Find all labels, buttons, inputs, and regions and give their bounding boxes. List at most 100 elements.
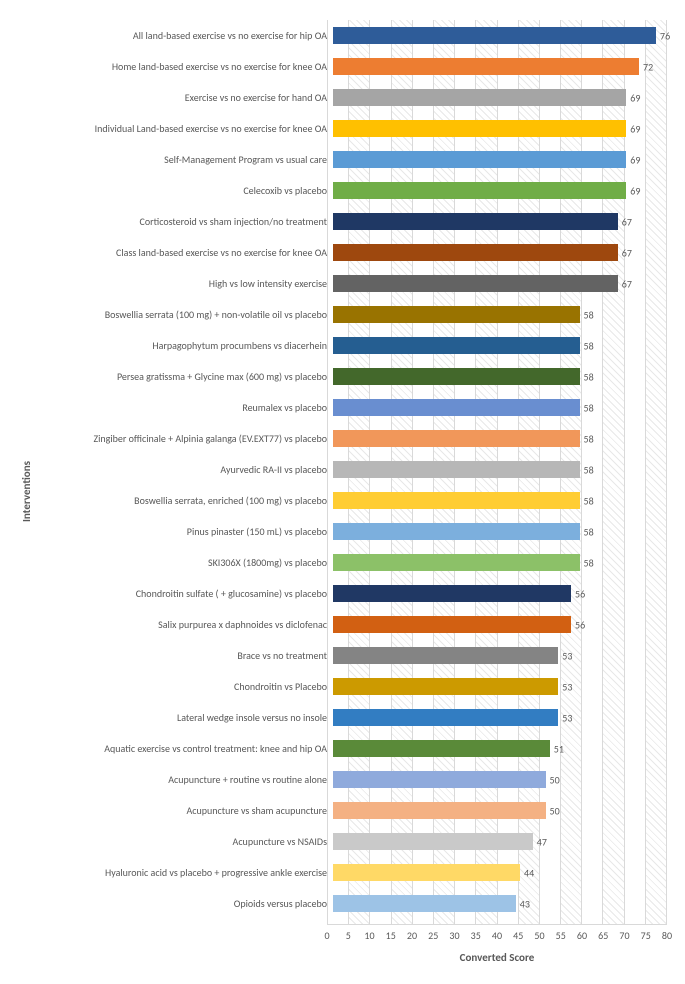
bar: 53 — [333, 709, 558, 726]
bar-value: 51 — [554, 742, 564, 755]
bar-wrap: 58 — [333, 547, 673, 578]
x-axis: 05101520253035404550556065707580 Convert… — [37, 924, 673, 964]
bar: 72 — [333, 58, 639, 75]
bar-row: Boswellia serrata (100 mg) + non-volatil… — [37, 299, 673, 330]
bar-wrap: 76 — [333, 20, 673, 51]
bar-value: 58 — [584, 494, 594, 507]
bar-row: Corticosteroid vs sham injection/no trea… — [37, 206, 673, 237]
bar: 53 — [333, 647, 558, 664]
bar-label: Individual Land-based exercise vs no exe… — [37, 123, 333, 134]
bar-row: Self-Management Program vs usual care69 — [37, 144, 673, 175]
bar-value: 58 — [584, 339, 594, 352]
bar-wrap: 50 — [333, 764, 673, 795]
x-tick: 40 — [492, 925, 502, 942]
x-axis-spacer — [37, 924, 327, 964]
bar-row: Home land-based exercise vs no exercise … — [37, 51, 673, 82]
bar: 56 — [333, 585, 571, 602]
bar: 58 — [333, 430, 580, 447]
bar-label: Self-Management Program vs usual care — [37, 154, 333, 165]
bar-value: 67 — [622, 246, 632, 259]
bar-wrap: 58 — [333, 299, 673, 330]
bar-label: Persea gratissma + Glycine max (600 mg) … — [37, 371, 333, 382]
bar-value: 47 — [537, 835, 547, 848]
x-tick: 15 — [386, 925, 396, 942]
bar-value: 72 — [643, 60, 653, 73]
bar-value: 53 — [562, 649, 572, 662]
bar-label: Boswellia serrata (100 mg) + non-volatil… — [37, 309, 333, 320]
bar-label: Acupuncture vs NSAIDs — [37, 836, 333, 847]
bar: 67 — [333, 275, 618, 292]
bars-region: All land-based exercise vs no exercise f… — [37, 20, 673, 924]
bar-value: 44 — [524, 866, 534, 879]
bar: 58 — [333, 399, 580, 416]
bar-row: Chondroitin vs Placebo53 — [37, 671, 673, 702]
bar: 58 — [333, 554, 580, 571]
bar-label: Zingiber officinale + Alpinia galanga (E… — [37, 433, 333, 444]
x-tick: 20 — [407, 925, 417, 942]
bar-label: Brace vs no treatment — [37, 650, 333, 661]
bar-row: Persea gratissma + Glycine max (600 mg) … — [37, 361, 673, 392]
bar-wrap: 51 — [333, 733, 673, 764]
bar-value: 58 — [584, 556, 594, 569]
bar-value: 43 — [520, 897, 530, 910]
bar-label: Boswellia serrata, enriched (100 mg) vs … — [37, 495, 333, 506]
bar-label: Chondroitin sulfate ( + glucosamine) vs … — [37, 588, 333, 599]
bar-wrap: 58 — [333, 423, 673, 454]
bar-label: Lateral wedge insole versus no insole — [37, 712, 333, 723]
bar-wrap: 44 — [333, 857, 673, 888]
bar-row: Exercise vs no exercise for hand OA69 — [37, 82, 673, 113]
bar: 47 — [333, 833, 533, 850]
bar: 69 — [333, 182, 626, 199]
bar-value: 58 — [584, 370, 594, 383]
bar-row: SKI306X (1800mg) vs placebo58 — [37, 547, 673, 578]
bar-value: 76 — [660, 29, 670, 42]
bar-row: Harpagophytum procumbens vs diacerhein58 — [37, 330, 673, 361]
bar-label: Ayurvedic RA-II vs placebo — [37, 464, 333, 475]
x-tick: 25 — [428, 925, 438, 942]
bar-wrap: 58 — [333, 392, 673, 423]
bar: 50 — [333, 802, 546, 819]
bar: 58 — [333, 337, 580, 354]
bar-label: Chondroitin vs Placebo — [37, 681, 333, 692]
x-tick: 5 — [346, 925, 351, 942]
bar-wrap: 58 — [333, 485, 673, 516]
bar-label: Exercise vs no exercise for hand OA — [37, 92, 333, 103]
bar-row: Brace vs no treatment53 — [37, 640, 673, 671]
bar-row: Boswellia serrata, enriched (100 mg) vs … — [37, 485, 673, 516]
bar: 67 — [333, 213, 618, 230]
x-tick: 45 — [513, 925, 523, 942]
bar-wrap: 56 — [333, 609, 673, 640]
bar-label: SKI306X (1800mg) vs placebo — [37, 557, 333, 568]
bar-value: 50 — [550, 773, 560, 786]
bar-value: 69 — [630, 184, 640, 197]
bar-label: Opioids versus placebo — [37, 898, 333, 909]
y-axis-label: Interventions — [20, 461, 33, 522]
bar-wrap: 43 — [333, 888, 673, 919]
bar-value: 53 — [562, 711, 572, 724]
bar-wrap: 58 — [333, 454, 673, 485]
x-tick: 35 — [471, 925, 481, 942]
x-tick: 50 — [534, 925, 544, 942]
bar-row: Acupuncture vs sham acupuncture50 — [37, 795, 673, 826]
bar: 44 — [333, 864, 520, 881]
bar-wrap: 72 — [333, 51, 673, 82]
bar-label: Acupuncture + routine vs routine alone — [37, 774, 333, 785]
bar-label: Hyaluronic acid vs placebo + progressive… — [37, 867, 333, 878]
x-tick: 55 — [556, 925, 566, 942]
bar-wrap: 58 — [333, 361, 673, 392]
bar-wrap: 69 — [333, 113, 673, 144]
bar-wrap: 67 — [333, 206, 673, 237]
bar-label: All land-based exercise vs no exercise f… — [37, 30, 333, 41]
bar-row: High vs low intensity exercise67 — [37, 268, 673, 299]
bar-label: Celecoxib vs placebo — [37, 185, 333, 196]
bar-row: Class land-based exercise vs no exercise… — [37, 237, 673, 268]
bar-value: 58 — [584, 308, 594, 321]
bar-label: Aquatic exercise vs control treatment: k… — [37, 743, 333, 754]
bar-wrap: 67 — [333, 268, 673, 299]
bar-value: 69 — [630, 122, 640, 135]
bar: 56 — [333, 616, 571, 633]
bar-row: Reumalex vs placebo58 — [37, 392, 673, 423]
x-tick: 10 — [364, 925, 374, 942]
bar: 69 — [333, 89, 626, 106]
bar-wrap: 69 — [333, 82, 673, 113]
